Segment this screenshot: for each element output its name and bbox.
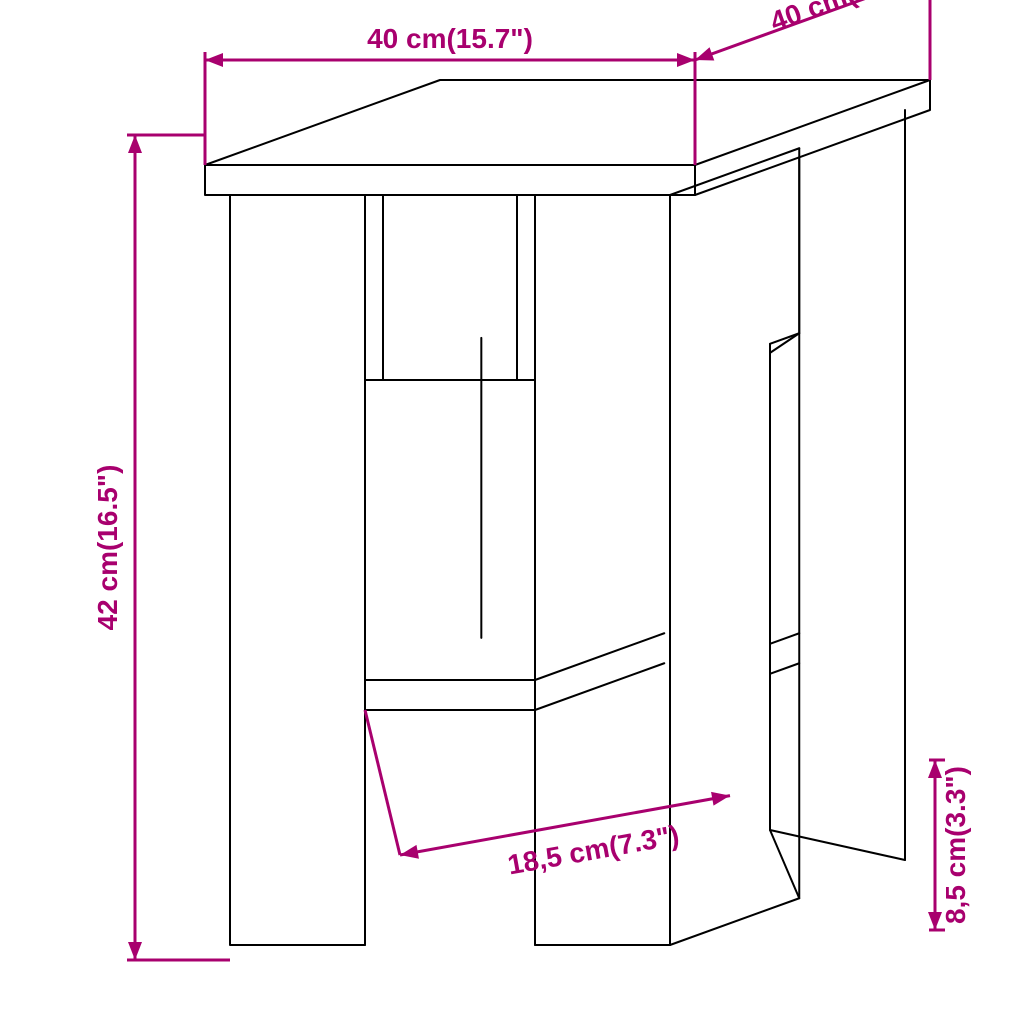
dimension-diagram: 40 cm(15.7") 40 cm(15.7") 42 cm(16.5") 18,5…	[0, 0, 1024, 1024]
dim-height-label: 42 cm(16.5")	[92, 465, 123, 631]
dim-shelf-height-label: 8,5 cm(3.3")	[940, 766, 971, 924]
product-drawing	[205, 80, 930, 945]
dimension-annotations: 40 cm(15.7") 40 cm(15.7") 42 cm(16.5") 18,5…	[92, 0, 971, 960]
dim-depth-label: 40 cm(15.7")	[766, 0, 932, 37]
dim-shelf-gap-label: 18,5 cm(7.3")	[505, 819, 681, 880]
dim-width-label: 40 cm(15.7")	[367, 23, 533, 54]
